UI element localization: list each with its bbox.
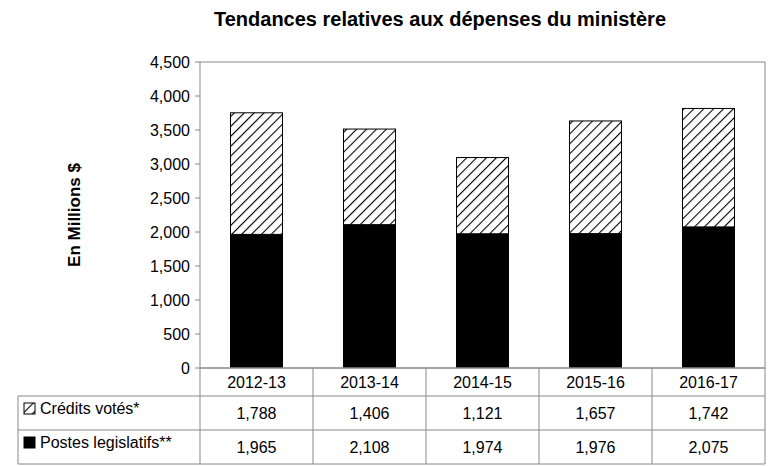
bar xyxy=(457,234,509,368)
table-line xyxy=(765,368,766,464)
bar xyxy=(457,158,509,234)
category-label: 2015-16 xyxy=(566,374,625,391)
y-tick xyxy=(195,96,200,97)
category-label: 2012-13 xyxy=(227,374,286,391)
y-tick-label: 3,500 xyxy=(150,122,190,139)
bar xyxy=(570,234,622,368)
y-tick xyxy=(195,62,200,63)
table-line xyxy=(18,430,765,431)
y-tick-label: 2,000 xyxy=(150,224,190,241)
table-line xyxy=(18,396,19,464)
y-tick-label: 4,500 xyxy=(150,54,190,71)
data-table: 2012-13 2013-14 2014-15 2015-16 2016-17 Crédi… xyxy=(18,368,765,464)
bars xyxy=(231,108,735,368)
table-line xyxy=(200,368,201,464)
category-label: 2013-14 xyxy=(340,374,399,391)
table-line xyxy=(18,396,765,397)
bar xyxy=(570,121,622,234)
table-line xyxy=(426,368,427,464)
table-line xyxy=(652,368,653,464)
bar xyxy=(231,113,283,235)
bar xyxy=(683,108,735,226)
y-tick-label: 0 xyxy=(181,360,190,377)
legend-label: Postes legislatifs** xyxy=(40,434,172,451)
y-tick xyxy=(195,198,200,199)
table-value: 2,075 xyxy=(688,439,728,456)
y-tick-label: 1,500 xyxy=(150,258,190,275)
y-tick-label: 4,000 xyxy=(150,88,190,105)
y-tick-label: 2,500 xyxy=(150,190,190,207)
table-value: 1,742 xyxy=(688,405,728,422)
bar xyxy=(344,225,396,368)
legend-swatch xyxy=(24,437,35,448)
table-value: 2,108 xyxy=(349,439,389,456)
y-tick xyxy=(195,232,200,233)
title: Tendances relatives aux dépenses du mini… xyxy=(214,8,666,30)
table-line xyxy=(539,368,540,464)
table-value: 1,406 xyxy=(349,405,389,422)
y-tick xyxy=(195,368,200,369)
y-tick-label: 3,000 xyxy=(150,156,190,173)
table-value: 1,657 xyxy=(575,405,615,422)
y-axis-label: En Millions $ xyxy=(65,163,84,267)
y-tick xyxy=(195,164,200,165)
table-value: 1,976 xyxy=(575,439,615,456)
bar xyxy=(344,129,396,225)
plot-frame xyxy=(200,62,765,368)
legend-label: Crédits votés* xyxy=(40,400,140,417)
y-tick xyxy=(195,334,200,335)
bar xyxy=(231,234,283,368)
legend-swatch xyxy=(24,403,35,414)
category-label: 2016-17 xyxy=(679,374,738,391)
table-value: 1,121 xyxy=(462,405,502,422)
table-value: 1,974 xyxy=(462,439,502,456)
y-tick xyxy=(195,130,200,131)
chart: Tendances relatives aux dépenses du mini… xyxy=(0,0,770,466)
table-value: 1,965 xyxy=(236,439,276,456)
y-tick-label: 1,000 xyxy=(150,292,190,309)
table-line xyxy=(200,368,765,369)
y-tick-label: 500 xyxy=(163,326,190,343)
table-value: 1,788 xyxy=(236,405,276,422)
y-tick xyxy=(195,266,200,267)
table-line xyxy=(18,464,765,465)
y-tick xyxy=(195,300,200,301)
bar xyxy=(683,227,735,368)
category-label: 2014-15 xyxy=(453,374,512,391)
table-line xyxy=(313,368,314,464)
